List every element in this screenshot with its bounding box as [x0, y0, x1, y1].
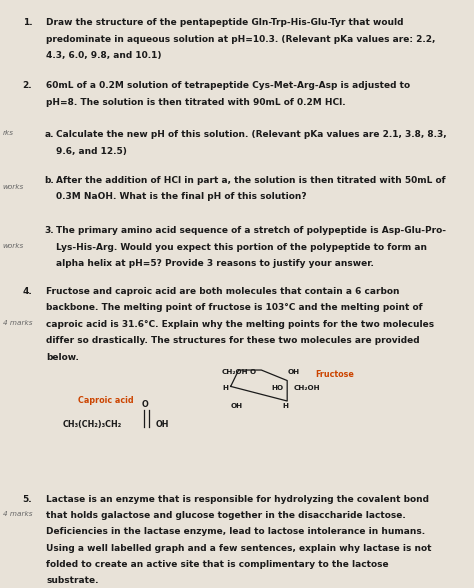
Text: a.: a. — [45, 131, 54, 139]
Text: Deficiencies in the lactase enzyme, lead to lactose intolerance in humans.: Deficiencies in the lactase enzyme, lead… — [46, 527, 426, 536]
Text: Draw the structure of the pentapeptide Gln-Trp-His-Glu-Tyr that would: Draw the structure of the pentapeptide G… — [46, 18, 404, 27]
Text: backbone. The melting point of fructose is 103°C and the melting point of: backbone. The melting point of fructose … — [46, 303, 423, 312]
Text: CH₂OH: CH₂OH — [293, 385, 320, 391]
Text: 0.3M NaOH. What is the final pH of this solution?: 0.3M NaOH. What is the final pH of this … — [56, 192, 307, 201]
Text: Calculate the new pH of this solution. (Relevant pKa values are 2.1, 3.8, 8.3,: Calculate the new pH of this solution. (… — [56, 131, 447, 139]
Text: 4 marks: 4 marks — [3, 320, 32, 326]
Text: Fructose: Fructose — [315, 370, 354, 379]
Text: 60mL of a 0.2M solution of tetrapeptide Cys-Met-Arg-Asp is adjusted to: 60mL of a 0.2M solution of tetrapeptide … — [46, 81, 410, 91]
Text: After the addition of HCl in part a, the solution is then titrated with 50mL of: After the addition of HCl in part a, the… — [56, 176, 446, 185]
Text: folded to create an active site that is complimentary to the lactose: folded to create an active site that is … — [46, 560, 389, 569]
Text: OH: OH — [230, 403, 242, 409]
Text: OH: OH — [156, 420, 169, 429]
Text: alpha helix at pH=5? Provide 3 reasons to justify your answer.: alpha helix at pH=5? Provide 3 reasons t… — [56, 259, 374, 268]
Text: OH: OH — [287, 369, 299, 375]
Text: O: O — [142, 400, 149, 409]
Text: caproic acid is 31.6°C. Explain why the melting points for the two molecules: caproic acid is 31.6°C. Explain why the … — [46, 320, 435, 329]
Text: HO: HO — [271, 385, 283, 391]
Text: rks: rks — [3, 131, 14, 136]
Text: 3.: 3. — [45, 226, 54, 235]
Text: O: O — [249, 369, 255, 375]
Text: Lys-His-Arg. Would you expect this portion of the polypeptide to form an: Lys-His-Arg. Would you expect this porti… — [56, 243, 428, 252]
Text: substrate.: substrate. — [46, 576, 99, 585]
Text: Caproic acid: Caproic acid — [78, 396, 134, 405]
Text: Lactase is an enzyme that is responsible for hydrolyzing the covalent bond: Lactase is an enzyme that is responsible… — [46, 495, 429, 503]
Text: differ so drastically. The structures for these two molecules are provided: differ so drastically. The structures fo… — [46, 336, 420, 345]
Text: works: works — [3, 184, 24, 190]
Text: 4.3, 6.0, 9.8, and 10.1): 4.3, 6.0, 9.8, and 10.1) — [46, 51, 162, 60]
Text: The primary amino acid sequence of a stretch of polypeptide is Asp-Glu-Pro-: The primary amino acid sequence of a str… — [56, 226, 447, 235]
Text: pH=8. The solution is then titrated with 90mL of 0.2M HCl.: pH=8. The solution is then titrated with… — [46, 98, 346, 106]
Text: CH₃(CH₂)₃CH₂: CH₃(CH₂)₃CH₂ — [63, 420, 122, 429]
Text: 4.: 4. — [23, 287, 32, 296]
Text: 1.: 1. — [23, 18, 32, 27]
Text: Fructose and caproic acid are both molecules that contain a 6 carbon: Fructose and caproic acid are both molec… — [46, 287, 400, 296]
Text: works: works — [3, 243, 24, 249]
Text: CH₂OH: CH₂OH — [221, 369, 248, 375]
Text: H: H — [283, 403, 288, 409]
Text: 4 marks: 4 marks — [3, 511, 32, 517]
Text: b.: b. — [45, 176, 54, 185]
Text: H: H — [223, 385, 229, 391]
Text: predominate in aqueous solution at pH=10.3. (Relevant pKa values are: 2.2,: predominate in aqueous solution at pH=10… — [46, 35, 436, 44]
Text: 9.6, and 12.5): 9.6, and 12.5) — [56, 147, 128, 156]
Text: below.: below. — [46, 352, 79, 362]
Text: 5.: 5. — [23, 495, 32, 503]
Text: 2.: 2. — [23, 81, 32, 91]
Text: Using a well labelled graph and a few sentences, explain why lactase is not: Using a well labelled graph and a few se… — [46, 543, 432, 553]
Text: that holds galactose and glucose together in the disaccharide lactose.: that holds galactose and glucose togethe… — [46, 511, 406, 520]
